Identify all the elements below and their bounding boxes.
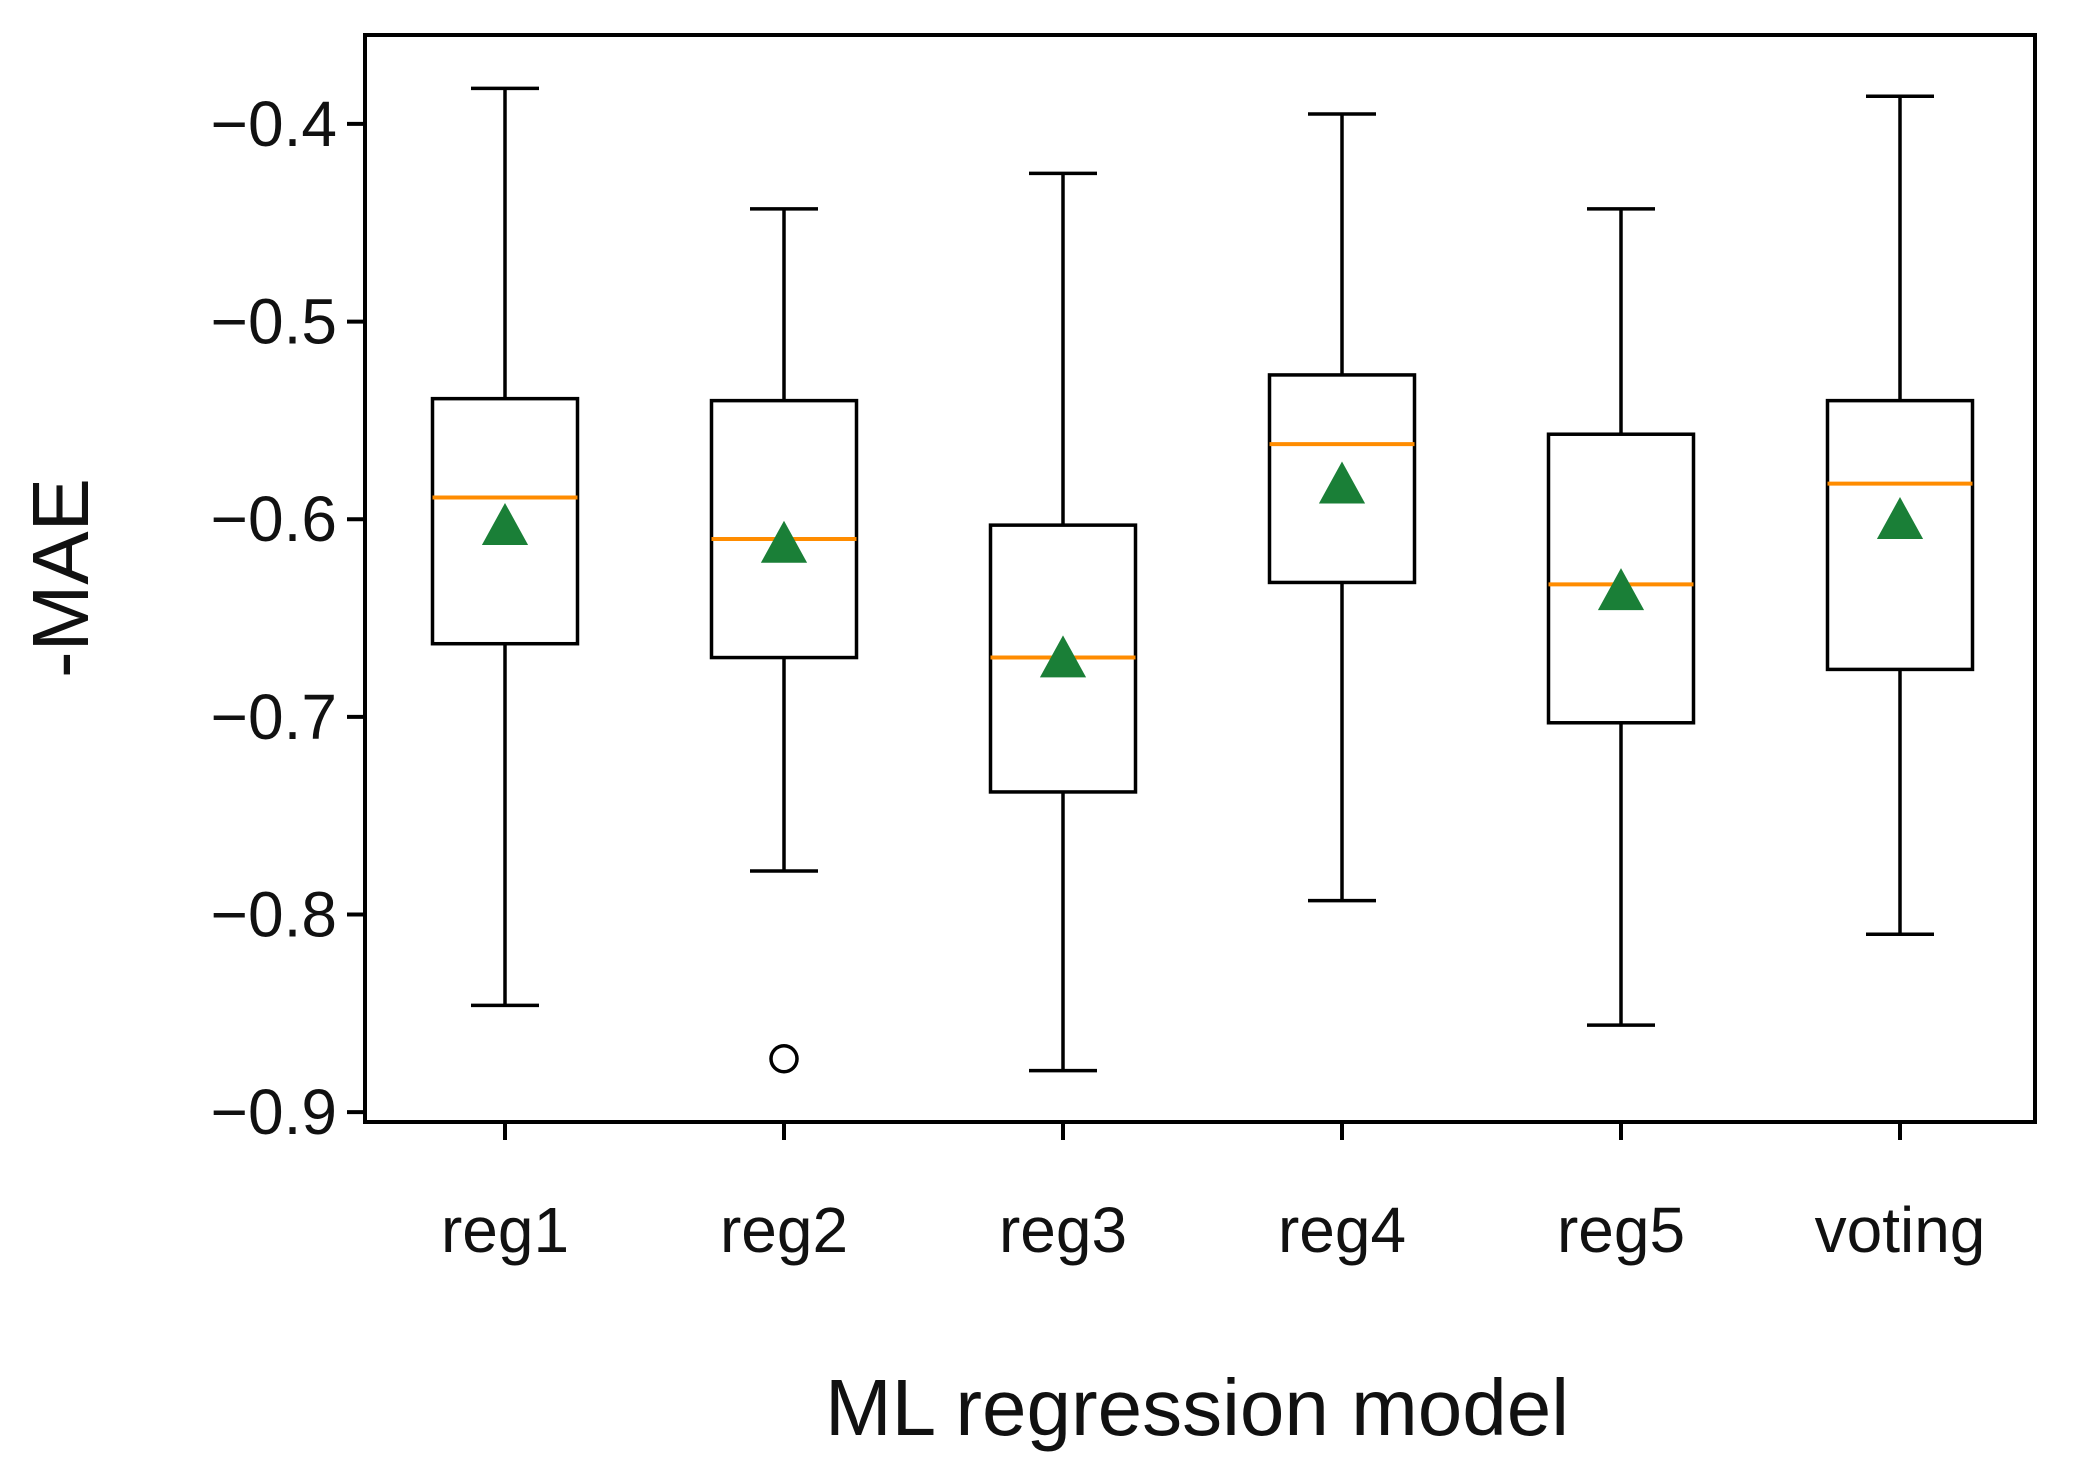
box-reg4: [1267, 112, 1417, 903]
y-tick-label: −0.5: [211, 286, 337, 358]
box-reg2: [709, 207, 859, 1074]
mean-marker: [760, 520, 808, 563]
mean-marker: [481, 502, 529, 545]
y-tick-label: −0.7: [211, 681, 337, 753]
y-tick-label: −0.6: [211, 483, 337, 555]
mean-marker: [1876, 497, 1924, 540]
x-tick-label-reg1: reg1: [441, 1194, 569, 1266]
x-axis-title: ML regression model: [825, 1363, 1569, 1452]
x-tick-label-reg2: reg2: [720, 1194, 848, 1266]
y-tick-label: −0.8: [211, 878, 337, 950]
x-tick-label-reg4: reg4: [1278, 1194, 1406, 1266]
mean-marker: [1039, 635, 1087, 678]
mean-marker: [1318, 461, 1366, 504]
x-axis: reg1 reg2 reg3 reg4 reg5 voting: [441, 1122, 1985, 1266]
box-voting: [1825, 94, 1975, 936]
x-tick-label-voting: voting: [1815, 1194, 1986, 1266]
plot-frame: [363, 33, 2037, 1124]
x-tick-label-reg3: reg3: [999, 1194, 1127, 1266]
box-reg1: [430, 86, 580, 1008]
iqr-box: [709, 398, 859, 660]
y-tick-label: −0.4: [211, 88, 337, 160]
y-axis-title: -MAE: [16, 478, 105, 678]
box-reg3: [988, 171, 1138, 1073]
y-tick-label: −0.9: [211, 1076, 337, 1148]
y-axis: −0.4 −0.5 −0.6 −0.7 −0.8 −0.9: [211, 88, 365, 1148]
x-tick-label-reg5: reg5: [1557, 1194, 1685, 1266]
mean-marker: [1597, 568, 1645, 611]
box-reg5: [1546, 207, 1696, 1027]
outlier-point: [769, 1044, 799, 1074]
boxes-group: [430, 86, 1975, 1074]
